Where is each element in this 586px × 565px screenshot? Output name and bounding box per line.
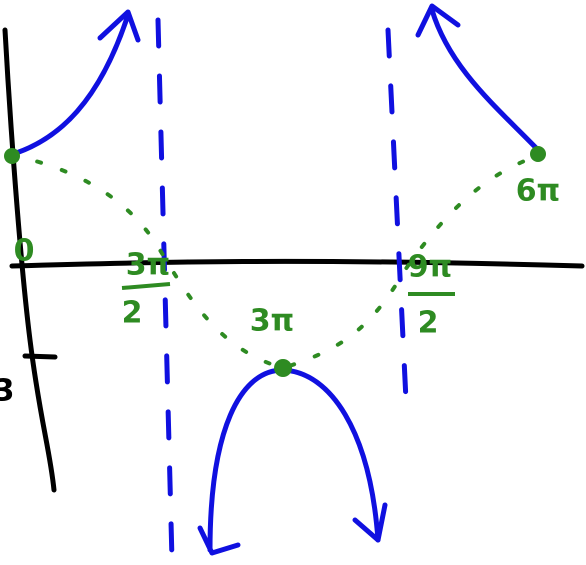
arrow-head [197,525,241,556]
arrow-head [352,502,388,543]
fraction-bar [121,282,171,290]
label: 3π [126,248,171,283]
label: 2 [418,306,439,341]
label: 6π [516,174,561,209]
y-axis [2,27,57,493]
asymptote [155,17,175,563]
label: 3 [0,374,14,409]
arrow-head [97,9,141,43]
label: 3π [250,304,295,339]
label: 0 [14,234,35,269]
point [530,146,546,162]
asymptote [385,27,409,403]
curve-branch [207,367,381,553]
guide-line [10,153,542,371]
x-axis [9,258,585,269]
point [274,359,292,377]
label: 9π [408,250,453,285]
label: 2 [122,296,143,331]
point [4,148,20,164]
y-tick [22,353,58,360]
curve-branch [429,7,543,155]
arrow-head [415,3,461,38]
curve-branch [7,12,131,158]
